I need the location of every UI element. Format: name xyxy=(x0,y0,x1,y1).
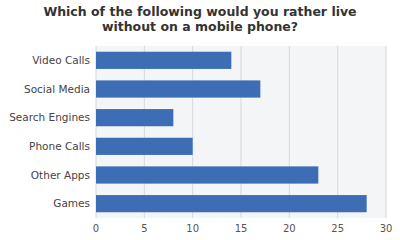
tick-label: 10 xyxy=(186,223,199,234)
grid-line xyxy=(144,46,145,218)
bar xyxy=(96,109,173,126)
title-line: without on a mobile phone? xyxy=(102,19,298,34)
bar xyxy=(96,166,318,183)
grid-line xyxy=(337,46,338,218)
grid-line xyxy=(96,46,97,218)
bars xyxy=(96,52,367,213)
bar xyxy=(96,52,231,69)
title-line: Which of the following would you rather … xyxy=(43,4,356,19)
chart: Which of the following would you rather … xyxy=(0,0,400,240)
tick-label: 15 xyxy=(235,223,248,234)
bar xyxy=(96,195,367,212)
tick-label: 5 xyxy=(141,223,147,234)
tick-label: 0 xyxy=(93,223,99,234)
grid-line xyxy=(386,46,387,218)
grid-line xyxy=(241,46,242,218)
grid-line xyxy=(289,46,290,218)
category-label: Video Calls xyxy=(32,54,90,66)
tick-label: 25 xyxy=(331,223,344,234)
chart-container: Which of the following would you rather … xyxy=(0,0,400,240)
title: Which of the following would you rather … xyxy=(43,4,356,34)
bar xyxy=(96,80,260,97)
background xyxy=(0,0,400,240)
grid-line xyxy=(192,46,193,218)
bar xyxy=(96,138,193,155)
category-label: Social Media xyxy=(24,83,90,95)
category-label: Phone Calls xyxy=(29,140,90,152)
tick-label: 30 xyxy=(380,223,393,234)
category-label: Games xyxy=(53,197,90,209)
tick-label: 20 xyxy=(283,223,296,234)
plot-area xyxy=(96,46,386,218)
category-label: Search Engines xyxy=(9,111,90,123)
category-label: Other Apps xyxy=(31,169,90,181)
